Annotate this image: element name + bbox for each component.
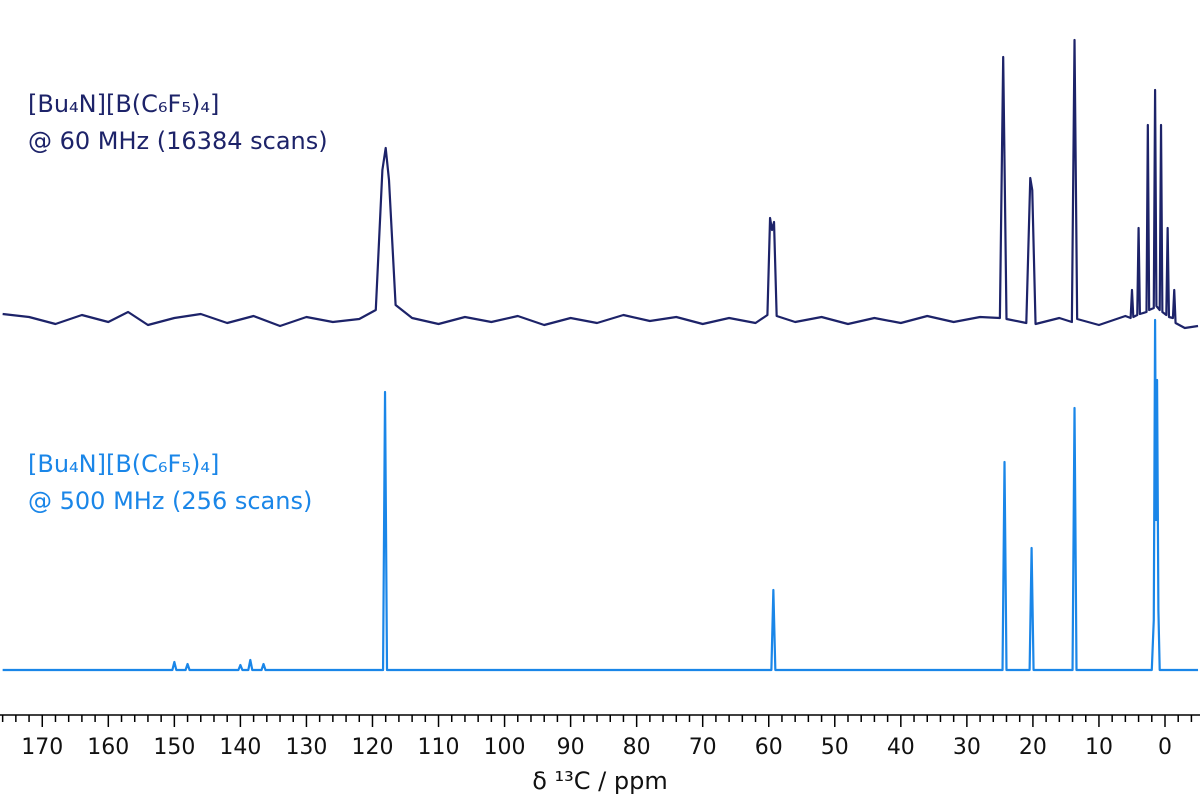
x-tick-label: 20 <box>1019 735 1047 760</box>
spectrum-line <box>2 38 1199 330</box>
x-tick-label: 0 <box>1158 735 1172 760</box>
spectrum-subtitle: @ 60 MHz (16384 scans) <box>28 127 328 155</box>
x-tick-label: 90 <box>557 735 585 760</box>
x-tick-label: 140 <box>219 735 261 760</box>
x-tick-label: 130 <box>285 735 327 760</box>
x-tick-label: 50 <box>821 735 849 760</box>
x-tick-label: 60 <box>755 735 783 760</box>
spectrum-label: [Bu₄N][B(C₆F₅)₄] <box>28 90 219 118</box>
x-tick-label: 160 <box>87 735 129 760</box>
spectrum-label: [Bu₄N][B(C₆F₅)₄] <box>28 450 219 478</box>
x-tick-label: 80 <box>623 735 651 760</box>
x-axis-label: δ ¹³C / ppm <box>532 767 668 795</box>
spectrum-line <box>2 318 1199 672</box>
x-tick-label: 110 <box>418 735 460 760</box>
x-tick-label: 30 <box>953 735 981 760</box>
x-tick-label: 100 <box>484 735 526 760</box>
x-tick-label: 150 <box>153 735 195 760</box>
x-tick-label: 40 <box>887 735 915 760</box>
x-tick-label: 120 <box>351 735 393 760</box>
x-tick-label: 170 <box>21 735 63 760</box>
x-tick-label: 70 <box>689 735 717 760</box>
spectrum-subtitle: @ 500 MHz (256 scans) <box>28 487 312 515</box>
x-tick-label: 10 <box>1085 735 1113 760</box>
